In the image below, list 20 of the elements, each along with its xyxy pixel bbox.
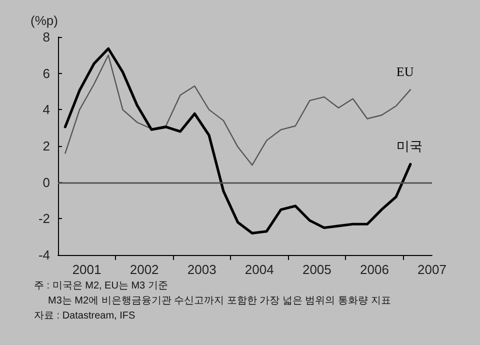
y-tick-label: 6 bbox=[42, 66, 50, 81]
y-tick-label: 2 bbox=[42, 138, 50, 154]
y-tick-label: 4 bbox=[42, 102, 50, 118]
y-tick-label: 8 bbox=[42, 30, 50, 44]
text: 주 : 미국은 M2, EU는 M3 기준 bbox=[34, 280, 168, 292]
series-label: 미국 bbox=[396, 138, 422, 154]
series-label: EU bbox=[396, 64, 414, 80]
y-tick-label: -4 bbox=[38, 248, 50, 262]
x-tick-label: 2002 bbox=[130, 262, 159, 277]
text: M3는 M2에 비은행금융기관 수신고까지 포함한 가장 넓은 범위의 통화량 지표 bbox=[48, 296, 391, 306]
x-tick-label: 2004 bbox=[244, 262, 274, 277]
text: 자료 : Datastream, IFS bbox=[34, 310, 136, 322]
y-tick-label: -2 bbox=[38, 211, 50, 226]
x-tick-label: 2001 bbox=[72, 262, 102, 277]
x-tick-label: 2005 bbox=[302, 262, 332, 277]
y-axis-title: (%p) bbox=[30, 13, 58, 28]
x-tick-label: 2003 bbox=[187, 262, 216, 277]
x-tick-label: 2007 bbox=[418, 262, 446, 277]
x-tick-label: 2006 bbox=[360, 262, 389, 277]
y-tick-label: 0 bbox=[42, 174, 50, 190]
